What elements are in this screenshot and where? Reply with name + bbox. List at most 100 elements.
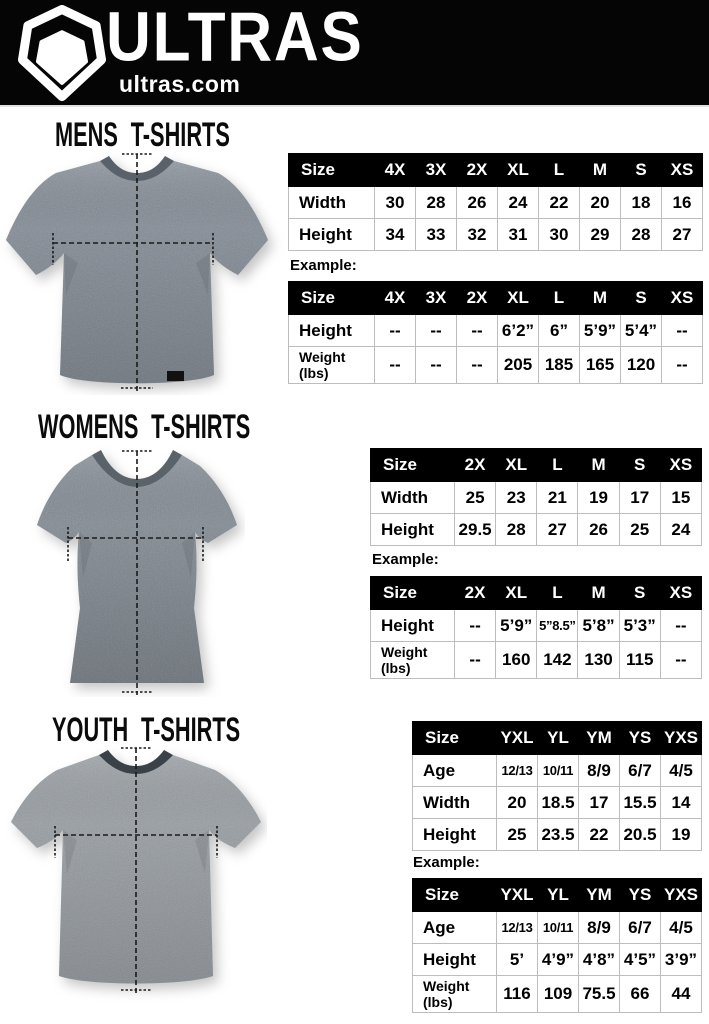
size-value-cell: 5”8.5”: [536, 609, 579, 642]
size-value-cell: 130: [577, 640, 620, 680]
womens-collar: [92, 450, 182, 487]
size-column-header: XS: [661, 281, 703, 315]
size-column-header: YS: [619, 878, 661, 912]
size-value-cell: 205: [497, 345, 539, 385]
size-label-header: Size: [370, 576, 455, 610]
size-value-cell: 8/9: [578, 911, 620, 944]
size-value-cell: 15.5: [619, 786, 661, 819]
womens-size-table-container: Size 2X XL L M S XS Width 25 23 21 19 17 15 Height 29.5…: [370, 448, 703, 546]
size-value-cell: --: [453, 640, 497, 680]
size-value-cell: 5’9”: [579, 314, 621, 347]
row-label: Weight (lbs): [412, 974, 497, 1014]
youth-example-table: Size YXL YL YM YS YXS Age 12/13 10/11 8/9 6/7 4/5 He…: [412, 878, 702, 1014]
size-value-cell: 8/9: [578, 754, 620, 787]
size-value-cell: 23.5: [537, 818, 579, 851]
size-value-cell: 15: [659, 481, 703, 514]
size-value-cell: 34: [374, 218, 416, 251]
size-column-header: M: [577, 448, 620, 482]
youth-tshirt-image: [11, 747, 261, 994]
youth-section-title: YOUTH T-SHIRTS: [52, 709, 241, 749]
size-value-cell: 4/5: [660, 911, 702, 944]
size-value-cell: --: [661, 345, 703, 385]
womens-shirt-body: [37, 450, 237, 683]
size-value-cell: 27: [536, 513, 579, 546]
size-value-cell: 20: [579, 186, 621, 219]
row-label: Height: [412, 943, 497, 976]
size-value-cell: 142: [536, 640, 579, 680]
row-label: Width: [412, 786, 497, 819]
womens-example-label: Example:: [372, 551, 439, 568]
womens-tshirt-image: [37, 450, 237, 695]
size-column-header: YXL: [496, 878, 538, 912]
header-bar: ULTRAS ultras.com: [0, 0, 709, 107]
size-column-header: 2X: [453, 448, 497, 482]
size-value-cell: 28: [620, 218, 662, 251]
mens-section-title: MENS T-SHIRTS: [55, 114, 230, 154]
size-value-cell: 10/11: [537, 911, 579, 944]
size-value-cell: 6”: [538, 314, 580, 347]
brand-wordmark: ULTRAS: [106, 0, 364, 76]
row-label: Weight (lbs): [370, 640, 455, 680]
youth-size-table-container: Size YXL YL YM YS YXS Age 12/13 10/11 8/9 6/7 4/5 Wi…: [412, 721, 702, 851]
size-label-header: Size: [288, 153, 375, 187]
size-column-header: 2X: [453, 576, 497, 610]
womens-section-title: WOMENS T-SHIRTS: [38, 406, 251, 446]
size-column-header: S: [620, 153, 662, 187]
size-value-cell: 4’8”: [578, 943, 620, 976]
size-column-header: XS: [659, 576, 703, 610]
size-value-cell: 6’2”: [497, 314, 539, 347]
size-column-header: M: [577, 576, 620, 610]
size-value-cell: 165: [579, 345, 621, 385]
size-column-header: S: [618, 576, 661, 610]
mens-example-label: Example:: [290, 257, 357, 274]
youth-size-table: Size YXL YL YM YS YXS Age 12/13 10/11 8/9 6/7 4/5 Wi…: [412, 721, 702, 851]
mens-size-table: Size 4X 3X 2X XL L M S XS Width 30 28 26 24 22 20 18 16 He…: [288, 153, 703, 251]
size-value-cell: 22: [538, 186, 580, 219]
size-value-cell: --: [659, 609, 703, 642]
size-label-header: Size: [412, 721, 497, 755]
size-column-header: L: [538, 281, 580, 315]
site-url-text: ultras.com: [119, 71, 241, 97]
size-column-header: YXS: [660, 721, 702, 755]
size-value-cell: 30: [538, 218, 580, 251]
size-value-cell: 29: [579, 218, 621, 251]
size-value-cell: 109: [537, 974, 579, 1014]
youth-collar: [99, 750, 173, 774]
size-value-cell: 25: [618, 513, 661, 546]
size-column-header: XS: [661, 153, 703, 187]
size-value-cell: 3’9”: [660, 943, 702, 976]
size-value-cell: 26: [456, 186, 498, 219]
size-label-header: Size: [412, 878, 497, 912]
mens-hem-tag: [167, 371, 184, 381]
size-column-header: YL: [537, 878, 579, 912]
size-column-header: YM: [578, 721, 620, 755]
size-column-header: L: [536, 448, 579, 482]
youth-example-label: Example:: [413, 854, 480, 871]
size-value-cell: 28: [495, 513, 538, 546]
womens-example-table: Size 2X XL L M S XS Height -- 5’9” 5”8.5” 5’8” 5’3” -…: [370, 576, 703, 680]
row-label: Weight (lbs): [288, 345, 375, 385]
size-value-cell: 27: [661, 218, 703, 251]
size-column-header: 4X: [374, 153, 416, 187]
size-value-cell: 25: [496, 818, 538, 851]
size-column-header: 4X: [374, 281, 416, 315]
row-label: Height: [370, 513, 455, 546]
size-value-cell: 29.5: [453, 513, 497, 546]
row-label: Width: [370, 481, 455, 514]
size-value-cell: 18: [620, 186, 662, 219]
mens-measurement-lines: [52, 153, 214, 392]
row-label: Age: [412, 754, 497, 787]
size-value-cell: 26: [577, 513, 620, 546]
size-value-cell: 5’8”: [577, 609, 620, 642]
size-column-header: XS: [659, 448, 703, 482]
size-column-header: YXL: [496, 721, 538, 755]
row-label: Height: [288, 218, 375, 251]
youth-measurement-lines: [54, 747, 218, 994]
size-column-header: 2X: [456, 153, 498, 187]
size-column-header: YS: [619, 721, 661, 755]
size-column-header: S: [618, 448, 661, 482]
size-value-cell: 10/11: [537, 754, 579, 787]
row-label: Age: [412, 911, 497, 944]
womens-size-table: Size 2X XL L M S XS Width 25 23 21 19 17 15 Height 29.5…: [370, 448, 703, 546]
size-column-header: XL: [497, 153, 539, 187]
